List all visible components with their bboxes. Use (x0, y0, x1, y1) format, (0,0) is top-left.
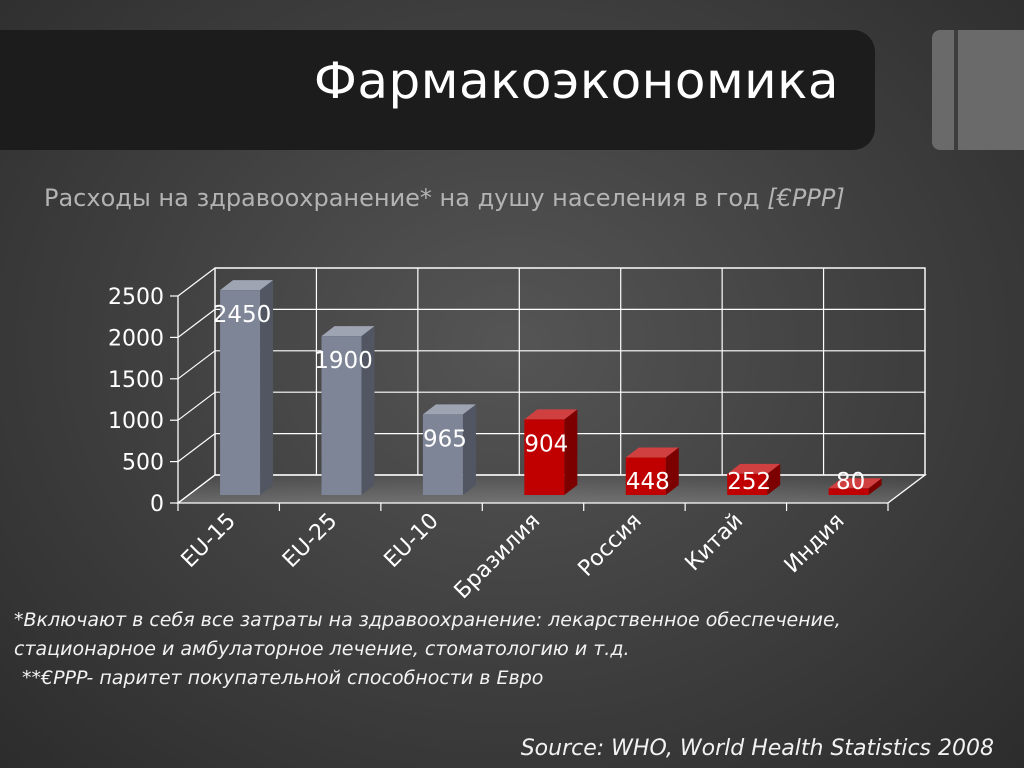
bar-top (321, 326, 375, 337)
bar-side (564, 409, 578, 495)
gridline-side (177, 391, 216, 421)
bar (524, 409, 578, 495)
bar (828, 478, 882, 495)
y-tick-label: 2000 (108, 326, 164, 351)
bar-top (524, 409, 578, 420)
subtitle-unit: [€PPP] (767, 184, 845, 212)
bar-front (727, 473, 768, 495)
bar-top (828, 478, 882, 489)
bar-top (220, 280, 274, 291)
bar (625, 447, 679, 495)
chart-subtitle: Расходы на здравоохранение* на душу насе… (44, 184, 845, 212)
source-citation: Source: WHO, World Health Statistics 200… (520, 736, 994, 761)
bar (422, 404, 476, 495)
x-category-label: EU-25 (278, 509, 342, 573)
bar-side (868, 478, 882, 495)
data-label: 965 (423, 426, 467, 452)
bar-front (625, 457, 666, 495)
footnote-line-2: стационарное и амбулаторное лечение, сто… (14, 638, 630, 660)
bar-side (462, 404, 476, 495)
bar (727, 463, 781, 495)
footnote-line-3: **€PPP- паритет покупательной способност… (22, 667, 544, 689)
data-label: 252 (727, 469, 771, 495)
bar-top (422, 404, 476, 415)
bar-top (625, 447, 679, 458)
bar (321, 326, 375, 495)
bar-side (665, 447, 679, 495)
y-tick-label: 1000 (108, 409, 164, 434)
bar-front (828, 488, 869, 495)
gridline-side (177, 267, 216, 297)
title-bar: Фармакоэкономика (0, 30, 875, 150)
y-tick-label: 1500 (108, 368, 164, 393)
bar-top (727, 463, 781, 474)
slide-title: Фармакоэкономика (313, 52, 839, 110)
bar-front (422, 414, 463, 495)
bar-front (321, 336, 362, 495)
subtitle-text: Расходы на здравоохранение* на душу насе… (44, 184, 768, 212)
bar-side (767, 463, 781, 495)
footnote-line-1: *Включают в себя все затраты на здравоох… (14, 609, 841, 631)
corner-decoration (932, 30, 1024, 150)
y-tick-label: 0 (150, 492, 164, 517)
bar-side (260, 280, 274, 495)
data-label: 80 (836, 469, 865, 495)
y-tick-label: 500 (122, 451, 164, 476)
bar-side (361, 326, 375, 495)
x-category-label: Бразилия (450, 509, 546, 605)
gridline-side (177, 433, 216, 463)
bar-front (524, 419, 565, 495)
y-tick-label: 2500 (108, 285, 164, 310)
data-label: 904 (524, 431, 568, 457)
x-category-label: Россия (574, 509, 647, 582)
chart-bars (220, 280, 882, 495)
data-label: 448 (626, 469, 670, 495)
data-label: 1900 (314, 348, 373, 374)
data-label: 2450 (213, 302, 272, 328)
footnote: *Включают в себя все затраты на здравоох… (14, 606, 1014, 693)
gridline-side (177, 308, 216, 338)
x-category-label: EU-15 (177, 509, 241, 573)
x-category-label: Индия (780, 509, 850, 579)
gridline-side (177, 350, 216, 380)
bar-front (220, 290, 261, 495)
bar (220, 280, 274, 495)
x-category-label: EU-10 (380, 509, 444, 573)
corner-divider (954, 30, 958, 150)
x-category-label: Китай (681, 509, 749, 577)
